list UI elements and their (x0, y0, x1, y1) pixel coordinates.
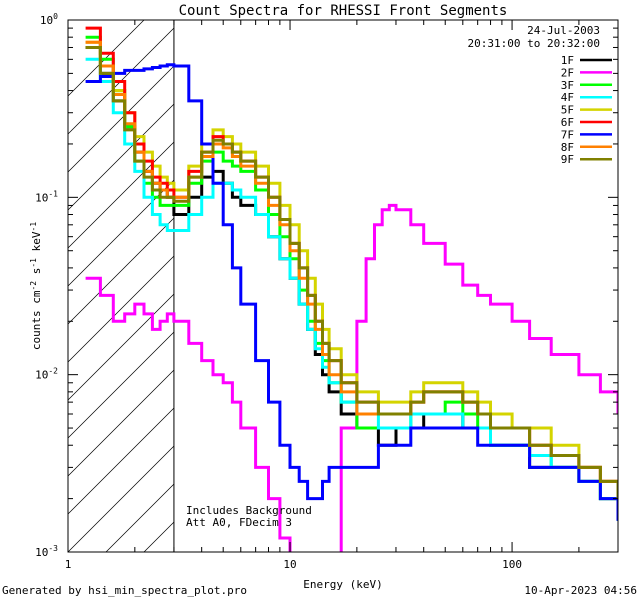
legend-label-5F: 5F (561, 104, 574, 117)
y-axis-label-sup1: -2 (29, 281, 38, 291)
hatch-mask (173, 20, 618, 552)
y-axis-label-end: keV (30, 231, 43, 258)
axis-ticks: 1 10 100 100 10-1 10-2 10-3 (35, 12, 619, 571)
y-axis-label-main: counts cm (30, 290, 43, 350)
date-label: 24-Jul-2003 (527, 24, 600, 37)
x-tick-label: 10 (283, 558, 296, 571)
y-axis-label: counts cm-2 s-1 keV-1 (29, 222, 43, 350)
legend-label-4F: 4F (561, 91, 574, 104)
series-line-9F (85, 46, 618, 499)
plot-frame (67, 19, 619, 553)
annotation-attenuator: Att A0, FDecim 3 (186, 516, 292, 529)
chart-title: Count Spectra for RHESSI Front Segments (179, 3, 508, 19)
x-tick-label: 100 (502, 558, 522, 571)
legend-label-3F: 3F (561, 79, 574, 92)
legend-label-1F: 1F (561, 54, 574, 67)
series-line-4F (85, 57, 618, 521)
y-tick-label: 100 (40, 12, 58, 27)
legend-label-8F: 8F (561, 141, 574, 154)
hatch-line (68, 20, 259, 211)
legend-label-7F: 7F (561, 128, 574, 141)
legend-label-9F: 9F (561, 153, 574, 166)
series-line-2F (85, 203, 618, 552)
series-line-7F (85, 63, 618, 521)
y-axis-label-sup3: -1 (29, 222, 38, 232)
series-group (85, 26, 618, 552)
footer-generated-by: Generated by hsi_min_spectra_plot.pro (2, 584, 247, 597)
x-tick-label: 1 (65, 558, 72, 571)
legend-label-2F: 2F (561, 66, 574, 79)
y-tick-label: 10-3 (35, 544, 58, 559)
attenuator-hatch-region (68, 20, 618, 552)
time-range-label: 20:31:00 to 20:32:00 (468, 37, 600, 50)
y-tick-label: 10-2 (35, 367, 58, 382)
y-axis-label-mid: s (30, 268, 43, 281)
hatch-line (68, 20, 183, 135)
footer-timestamp: 10-Apr-2023 04:56 (524, 584, 637, 597)
x-axis-label: Energy (keV) (303, 578, 382, 591)
legend-label-6F: 6F (561, 116, 574, 129)
y-axis-label-sup2: -1 (29, 258, 38, 268)
hatch-line (68, 20, 221, 173)
y-tick-label: 10-1 (35, 189, 58, 204)
annotation-background: Includes Background (186, 504, 312, 517)
series-line-5F (85, 40, 618, 499)
